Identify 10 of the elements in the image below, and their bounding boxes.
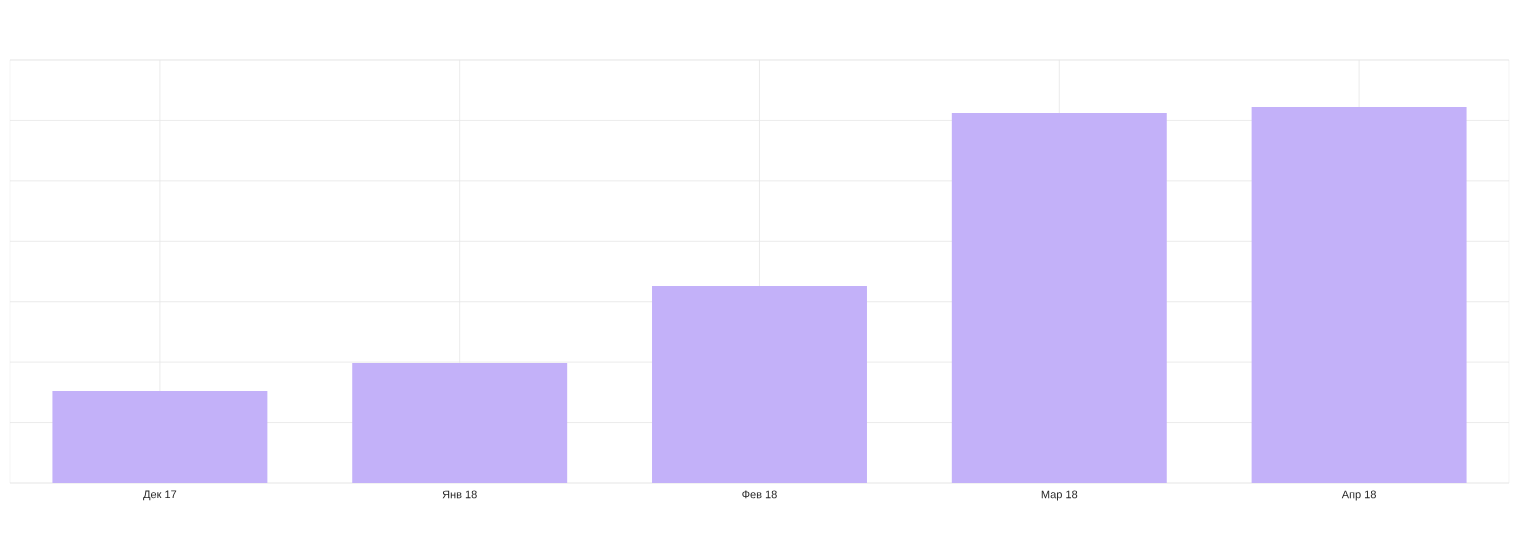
x-tick-label: Янв 18	[442, 490, 477, 499]
x-tick-label: Дек 17	[143, 490, 177, 501]
x-tick-label: Фев 18	[742, 490, 777, 499]
bar	[652, 285, 867, 483]
bar	[352, 363, 568, 483]
bar	[1251, 106, 1467, 483]
x-tick-label: Апр 18	[1341, 490, 1376, 501]
bar	[951, 113, 1167, 483]
x-tick-label: Мар 18	[1041, 490, 1078, 501]
bar	[52, 390, 268, 483]
